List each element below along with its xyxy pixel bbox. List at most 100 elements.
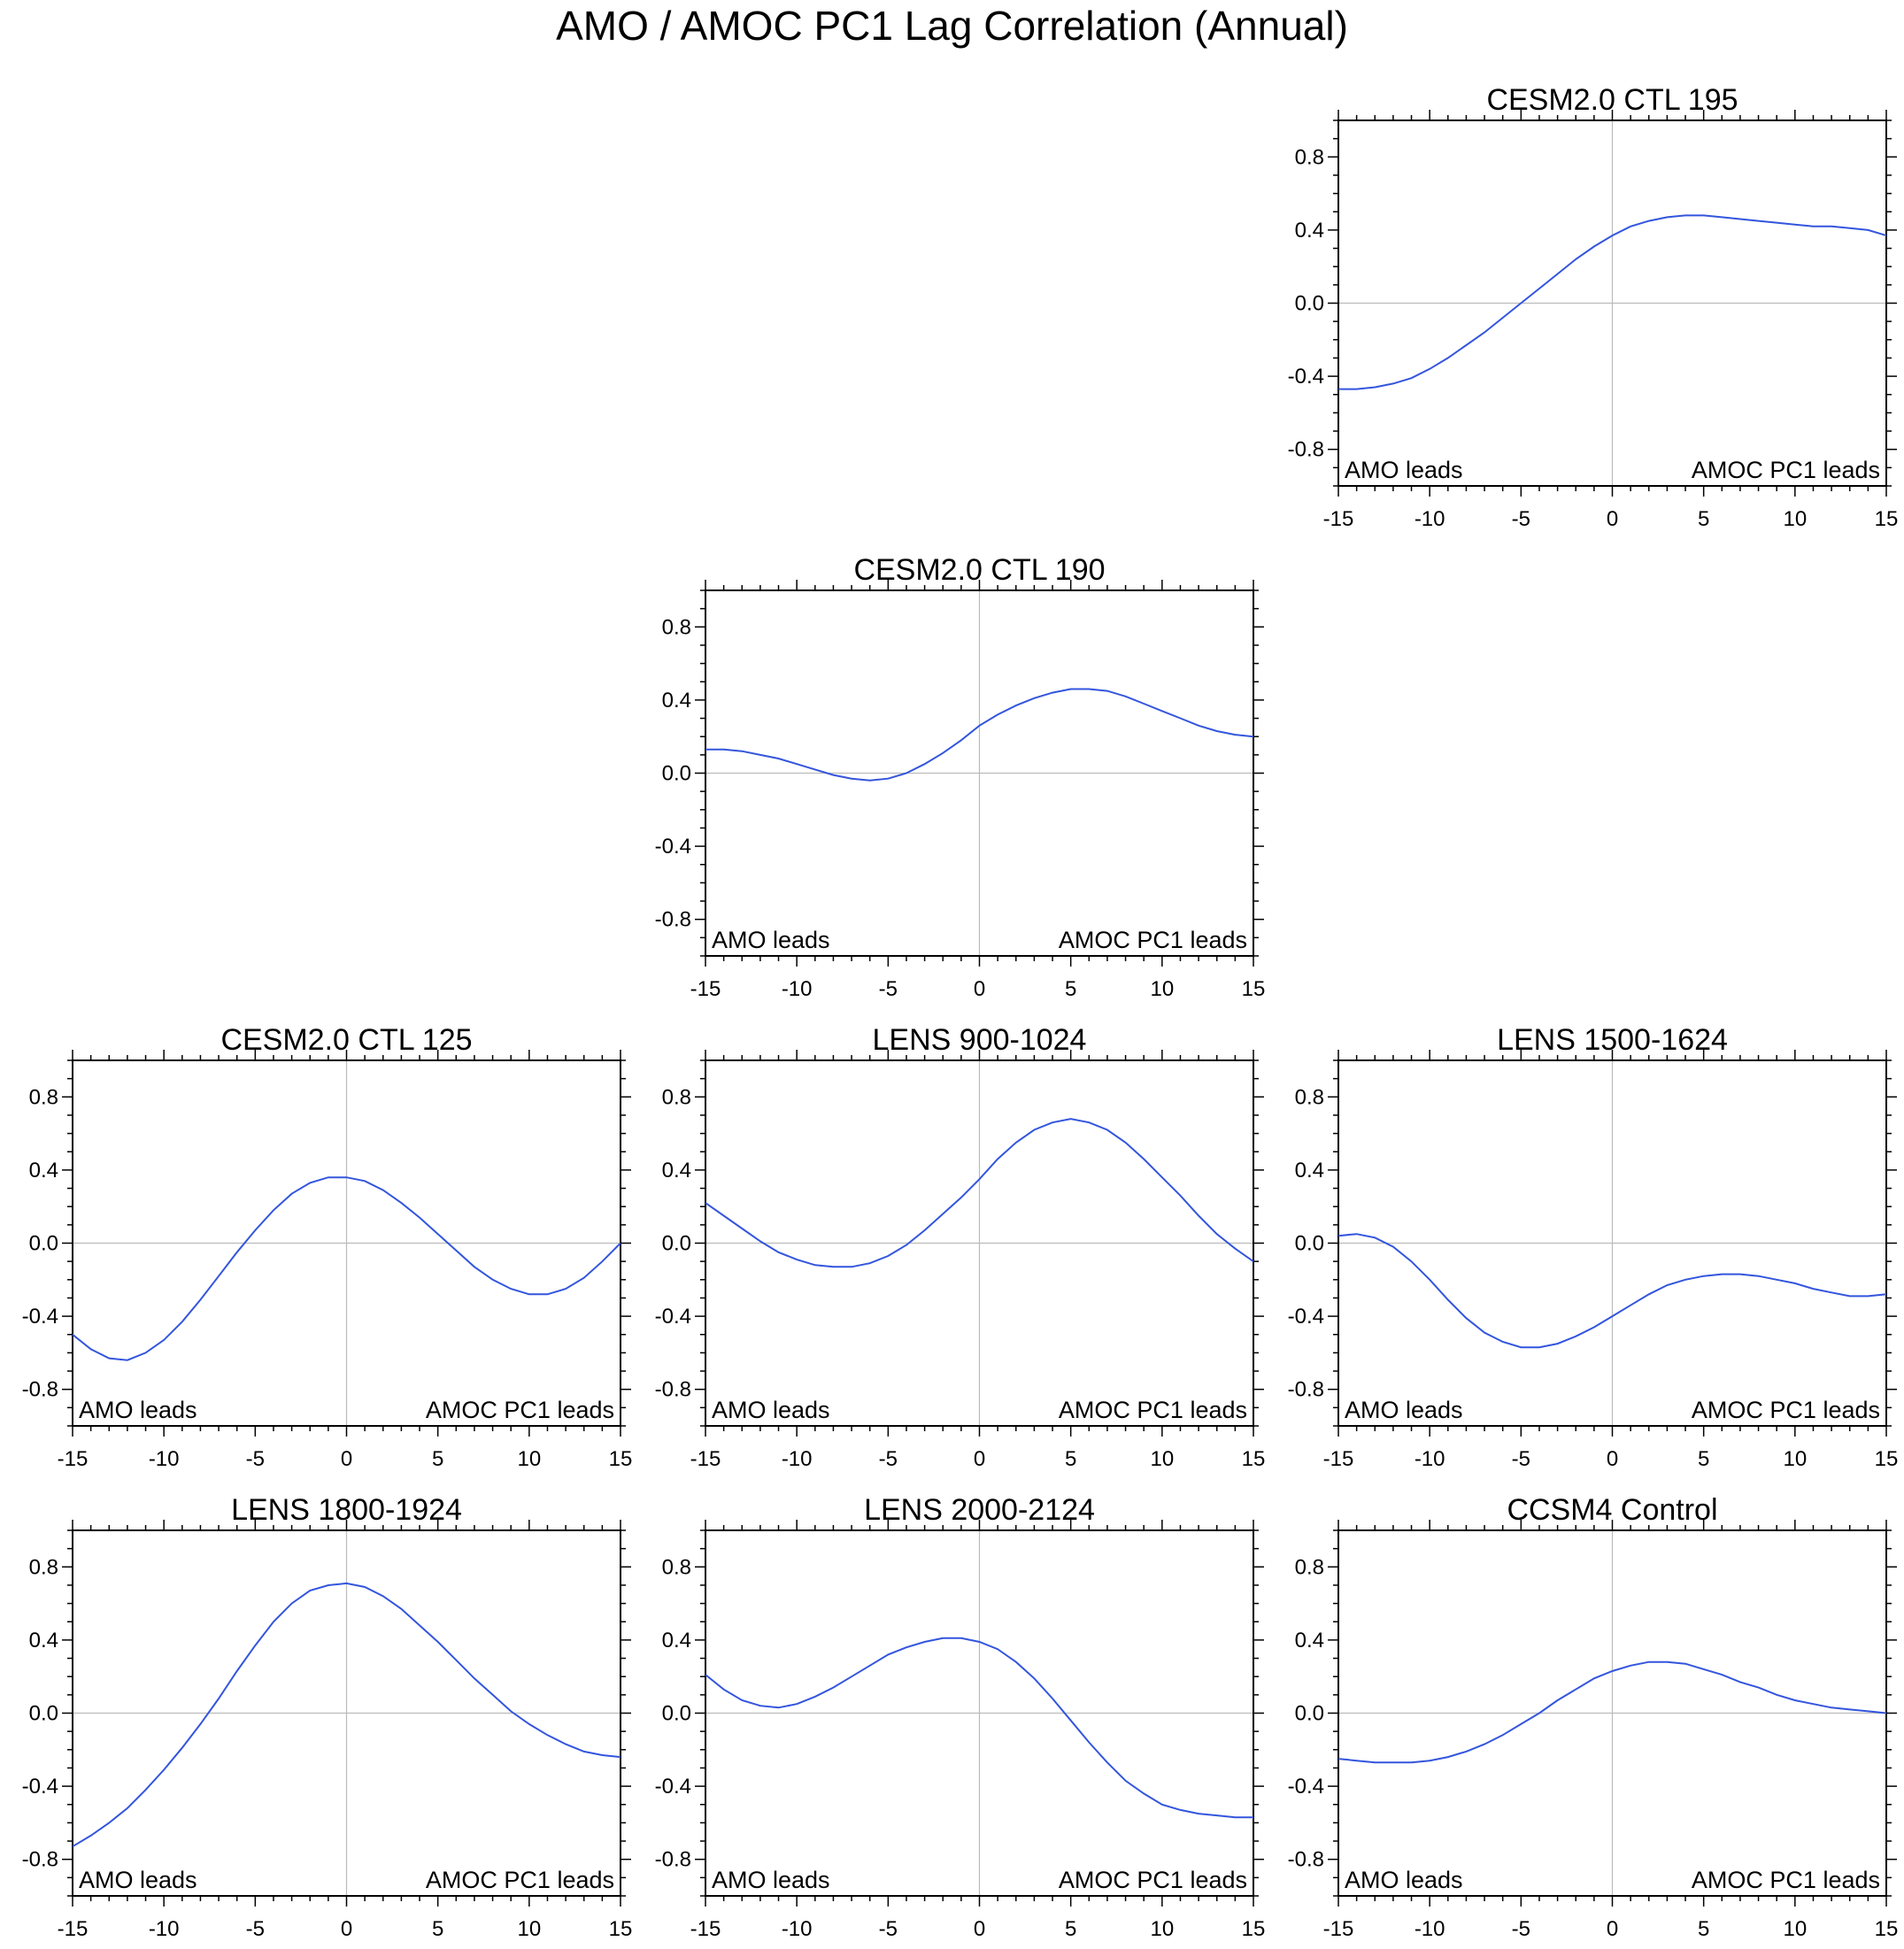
panel-2: CESM2.0 CTL 190-15 -10 -5 0 5 10 150.80.40.0-0…: [655, 553, 1266, 1001]
x-tick-label: 5: [1065, 977, 1076, 1001]
y-tick-label: -0.4: [22, 1305, 58, 1329]
x-tick-label: 15: [1242, 1447, 1266, 1471]
y-tick-label: -0.8: [22, 1378, 58, 1402]
x-tick-label: -5: [1512, 507, 1530, 531]
amoc-leads-label: AMOC PC1 leads: [426, 1867, 614, 1893]
y-tick-label: -0.4: [655, 835, 691, 859]
amo-leads-label: AMO leads: [712, 1397, 830, 1423]
y-tick-label: 0.4: [662, 1629, 691, 1652]
panel-5: LENS 1500-1624-15 -10 -5 0 5 10 150.80.40.0-0.…: [1288, 1023, 1899, 1471]
x-tick-label: -15: [690, 1447, 721, 1471]
y-tick-label: 0.4: [662, 689, 691, 713]
amo-leads-label: AMO leads: [712, 927, 830, 953]
x-tick-label: 0: [341, 1447, 352, 1471]
amo-leads-label: AMO leads: [79, 1397, 197, 1423]
x-tick-label: -15: [58, 1917, 89, 1941]
x-tick-label: 5: [432, 1447, 443, 1471]
panel-7: LENS 2000-2124-15 -10 -5 0 5 10 150.80.40.0-0.…: [655, 1493, 1266, 1941]
x-tick-label: 15: [1242, 977, 1266, 1001]
y-tick-label: -0.8: [1288, 438, 1324, 462]
y-tick-label: -0.8: [1288, 1378, 1324, 1402]
y-tick-label: -0.4: [1288, 1305, 1324, 1329]
y-tick-label: 0.4: [1295, 1159, 1324, 1182]
y-tick-label: 0.8: [662, 1085, 691, 1109]
x-tick-label: -10: [149, 1917, 180, 1941]
amoc-leads-label: AMOC PC1 leads: [1692, 457, 1880, 483]
x-tick-label: -5: [879, 977, 898, 1001]
y-tick-label: 0.0: [662, 762, 691, 786]
x-tick-label: 15: [609, 1917, 633, 1941]
x-tick-label: 0: [974, 977, 985, 1001]
x-tick-label: -5: [1512, 1447, 1530, 1471]
x-tick-label: 10: [1783, 1917, 1807, 1941]
figure-title: AMO / AMOC PC1 Lag Correlation (Annual): [556, 3, 1348, 49]
y-tick-label: -0.4: [1288, 1775, 1324, 1799]
x-tick-label: -15: [58, 1447, 89, 1471]
amoc-leads-label: AMOC PC1 leads: [1692, 1397, 1880, 1423]
x-tick-label: 0: [1607, 1917, 1618, 1941]
x-tick-label: 5: [1065, 1917, 1076, 1941]
x-tick-label: 0: [1607, 1447, 1618, 1471]
x-tick-label: -5: [246, 1917, 265, 1941]
amoc-leads-label: AMOC PC1 leads: [426, 1397, 614, 1423]
y-tick-label: 0.0: [1295, 1702, 1324, 1726]
x-tick-label: 5: [1698, 1447, 1709, 1471]
x-tick-label: 10: [1783, 507, 1807, 531]
y-tick-label: -0.4: [1288, 365, 1324, 389]
y-tick-label: 0.0: [1295, 1232, 1324, 1256]
panel-3: CESM2.0 CTL 125-15 -10 -5 0 5 10 150.80.40.0-0…: [22, 1023, 633, 1471]
y-tick-label: 0.0: [662, 1702, 691, 1726]
amo-leads-label: AMO leads: [712, 1867, 830, 1893]
x-tick-label: 5: [1698, 507, 1709, 531]
panel-8: CCSM4 Control-15 -10 -5 0 5 10 150.80.40.0-0.4…: [1288, 1493, 1899, 1941]
y-tick-label: 0.0: [29, 1702, 58, 1726]
x-tick-label: 0: [341, 1917, 352, 1941]
y-tick-label: 0.8: [662, 1555, 691, 1579]
x-tick-label: 10: [1150, 1447, 1174, 1471]
x-tick-label: -10: [1415, 1447, 1445, 1471]
y-tick-label: -0.8: [22, 1848, 58, 1872]
series-line: [72, 1176, 621, 1361]
y-tick-label: -0.8: [655, 1378, 691, 1402]
x-tick-label: 15: [1875, 1447, 1899, 1471]
x-tick-label: 0: [974, 1447, 985, 1471]
x-tick-label: -15: [1323, 507, 1354, 531]
x-tick-label: -15: [1323, 1917, 1354, 1941]
series-line: [72, 1582, 621, 1848]
x-tick-label: 0: [974, 1917, 985, 1941]
y-tick-label: 0.8: [662, 615, 691, 639]
amoc-leads-label: AMOC PC1 leads: [1692, 1867, 1880, 1893]
y-tick-label: 0.4: [1295, 1629, 1324, 1652]
y-tick-label: 0.4: [29, 1159, 58, 1182]
x-tick-label: -5: [1512, 1917, 1530, 1941]
x-tick-label: -15: [690, 1917, 721, 1941]
y-tick-label: 0.8: [1295, 145, 1324, 169]
x-tick-label: 5: [1065, 1447, 1076, 1471]
series-line: [1338, 214, 1887, 390]
x-tick-label: 15: [1875, 507, 1899, 531]
y-tick-label: 0.4: [29, 1629, 58, 1652]
x-tick-label: 10: [1783, 1447, 1807, 1471]
series-line: [1337, 1233, 1887, 1349]
x-tick-label: -10: [1415, 1917, 1445, 1941]
x-tick-label: 15: [609, 1447, 633, 1471]
y-tick-label: -0.8: [655, 908, 691, 932]
y-tick-label: 0.8: [29, 1555, 58, 1579]
amo-leads-label: AMO leads: [1345, 1867, 1463, 1893]
x-tick-label: -10: [782, 1917, 813, 1941]
x-tick-label: 0: [1607, 507, 1618, 531]
x-tick-label: -10: [782, 1447, 813, 1471]
amoc-leads-label: AMOC PC1 leads: [1059, 1867, 1247, 1893]
x-tick-label: -10: [149, 1447, 180, 1471]
y-tick-label: 0.8: [1295, 1555, 1324, 1579]
amoc-leads-label: AMOC PC1 leads: [1059, 1397, 1247, 1423]
x-tick-label: -10: [1415, 507, 1445, 531]
x-tick-label: 5: [1698, 1917, 1709, 1941]
y-tick-label: 0.0: [1295, 292, 1324, 316]
panel-6: LENS 1800-1924-15 -10 -5 0 5 10 150.80.40.0-0.…: [22, 1493, 633, 1941]
series-line: [705, 1118, 1254, 1268]
y-tick-label: -0.8: [1288, 1848, 1324, 1872]
amo-leads-label: AMO leads: [79, 1867, 197, 1893]
series-line: [1337, 1660, 1887, 1764]
